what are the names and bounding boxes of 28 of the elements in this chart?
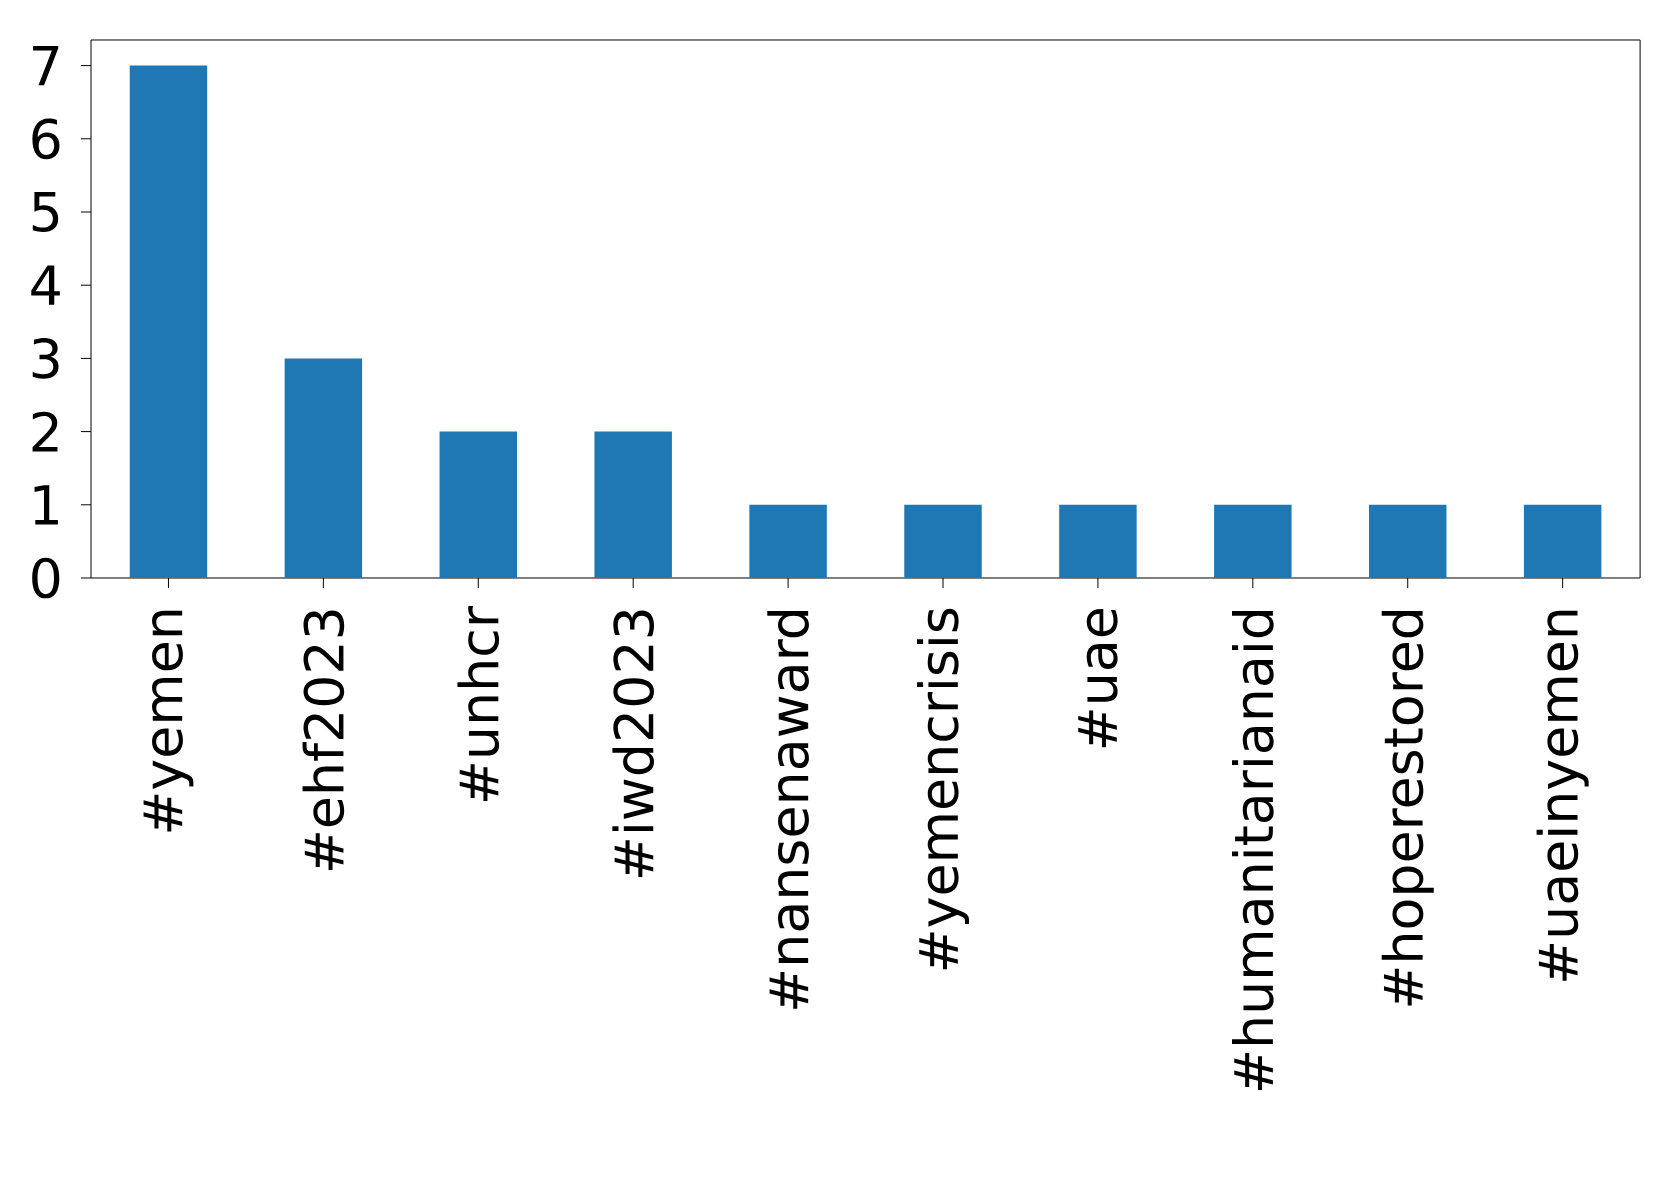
x-tick-label: #nansenaward xyxy=(767,610,809,1009)
y-tick-label: 1 xyxy=(34,485,58,525)
bar xyxy=(1369,504,1447,578)
bar xyxy=(1214,504,1292,578)
y-tick-label: 7 xyxy=(33,46,59,86)
bar xyxy=(904,504,982,578)
bar xyxy=(1059,504,1137,578)
bar xyxy=(594,431,672,578)
bar xyxy=(129,65,208,578)
y-tick-label: 5 xyxy=(32,192,59,232)
y-tick-label: 0 xyxy=(32,557,60,599)
x-tick-label: #ehf2023 xyxy=(302,610,345,871)
x-tick-label: #iwd2023 xyxy=(612,610,655,878)
y-tick-label: 6 xyxy=(32,118,60,160)
bar xyxy=(1523,504,1602,578)
x-tick-label: #uae xyxy=(1078,608,1118,748)
bar xyxy=(439,431,517,578)
bar xyxy=(749,504,827,578)
x-tick-label: #yemencrisis xyxy=(916,608,970,970)
y-tick-label: 4 xyxy=(31,265,60,305)
x-tick-label: #humanitarianaid xyxy=(1232,610,1274,1090)
y-tick-label: 2 xyxy=(32,411,58,452)
y-tick-label: 3 xyxy=(32,338,59,379)
x-tick-label: #yemen xyxy=(143,610,194,832)
bar xyxy=(284,358,363,578)
x-tick-label: #uaeinyemen xyxy=(1536,610,1589,981)
x-tick-label: #hoperestored xyxy=(1381,610,1434,1006)
x-tick-label: #unhcr xyxy=(457,606,500,802)
